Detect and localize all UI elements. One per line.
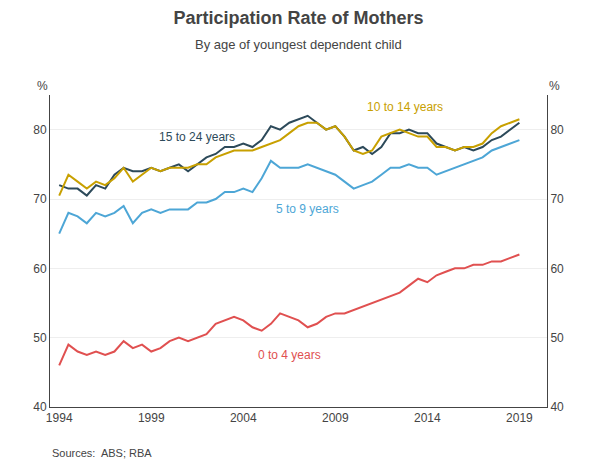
svg-text:%: % — [37, 79, 48, 93]
svg-text:40: 40 — [33, 400, 47, 414]
svg-text:50: 50 — [550, 331, 564, 345]
svg-text:60: 60 — [550, 262, 564, 276]
svg-text:80: 80 — [33, 123, 47, 137]
svg-text:0 to 4 years: 0 to 4 years — [258, 348, 321, 362]
svg-text:70: 70 — [33, 192, 47, 206]
svg-text:Participation Rate of Mothers: Participation Rate of Mothers — [173, 8, 423, 28]
svg-text:40: 40 — [550, 400, 564, 414]
svg-text:80: 80 — [550, 123, 564, 137]
svg-text:By age of youngest dependent c: By age of youngest dependent child — [195, 37, 402, 52]
svg-text:%: % — [549, 79, 560, 93]
svg-text:2004: 2004 — [230, 411, 257, 425]
svg-text:2019: 2019 — [506, 411, 533, 425]
svg-text:2014: 2014 — [414, 411, 441, 425]
svg-text:5 to 9 years: 5 to 9 years — [276, 202, 339, 216]
svg-text:70: 70 — [550, 192, 564, 206]
svg-text:10 to 14 years: 10 to 14 years — [367, 100, 443, 114]
svg-text:2009: 2009 — [322, 411, 349, 425]
svg-text:60: 60 — [33, 262, 47, 276]
svg-text:50: 50 — [33, 331, 47, 345]
svg-text:Sources: ABS; RBA: Sources: ABS; RBA — [52, 447, 152, 459]
svg-text:1999: 1999 — [138, 411, 165, 425]
svg-text:1994: 1994 — [46, 411, 73, 425]
svg-text:15 to 24 years: 15 to 24 years — [159, 130, 235, 144]
